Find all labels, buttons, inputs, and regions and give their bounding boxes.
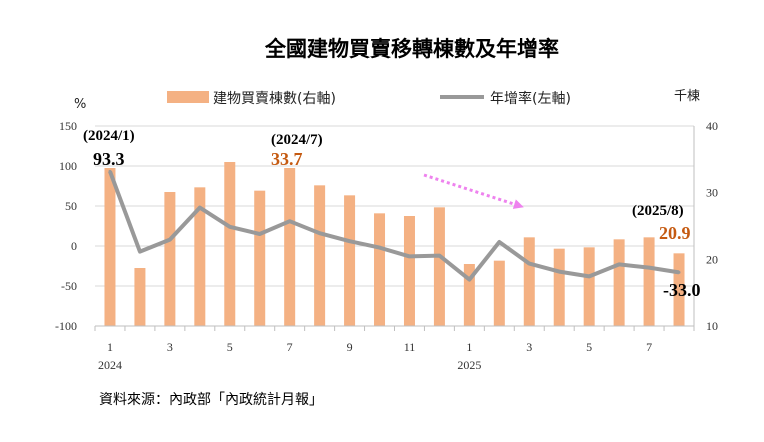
trend-arrow: [423, 173, 524, 209]
right-tick-label: 20: [706, 252, 718, 266]
x-tick-label: 11: [404, 340, 416, 354]
bar: [374, 213, 386, 326]
left-tick-label: 0: [71, 239, 77, 253]
x-tick-label: 1: [107, 340, 113, 354]
bar: [104, 168, 116, 326]
line-point: [378, 246, 382, 250]
line-point: [437, 254, 441, 258]
line-point: [198, 206, 202, 210]
bar: [433, 207, 445, 326]
line-point: [318, 231, 322, 235]
left-axis-unit: %: [74, 97, 86, 112]
bar: [463, 264, 475, 326]
x-tick-label: 5: [586, 340, 592, 354]
line-point: [407, 254, 411, 258]
line-point: [527, 262, 531, 266]
right-tick-label: 10: [706, 319, 718, 333]
bar-series: [104, 162, 685, 326]
bar: [224, 162, 236, 326]
right-tick-label: 30: [706, 186, 718, 200]
annotation-2025-8-value: 20.9: [659, 223, 691, 243]
line-point: [348, 239, 352, 243]
line-point: [557, 270, 561, 274]
left-tick-label: -100: [55, 319, 77, 333]
x-tick-label: 7: [287, 340, 293, 354]
annotation-2024-7-value: 33.7: [271, 149, 303, 169]
annotation-2025-8-growth: -33.0: [663, 280, 701, 300]
bar: [314, 185, 326, 326]
left-axis: 150 100 50 0 -50 -100: [55, 119, 77, 333]
line-point: [228, 225, 232, 229]
legend-line-label: 年增率(左軸): [490, 90, 571, 107]
bar: [553, 248, 565, 326]
line-point: [647, 266, 651, 270]
bar: [134, 268, 146, 326]
line-point: [168, 238, 172, 242]
bar: [583, 247, 595, 326]
x-tick-label: 9: [347, 340, 353, 354]
left-tick-label: 50: [65, 199, 77, 213]
source-note: 資料來源：內政部「內政統計月報」: [99, 392, 323, 408]
right-tick-label: 40: [706, 119, 718, 133]
x-tick-label: 5: [227, 340, 233, 354]
legend: 建物買賣棟數(右軸) 年增率(左軸): [167, 90, 571, 107]
bar: [493, 260, 505, 326]
bar: [403, 216, 415, 326]
line-point: [587, 274, 591, 278]
annotation-2025-8-date: (2025/8): [632, 203, 684, 219]
x-year-label: 2024: [98, 358, 122, 372]
bar: [254, 190, 266, 326]
line-point: [108, 169, 112, 173]
line-point: [617, 262, 621, 266]
legend-bar-label: 建物買賣棟數(右軸): [213, 91, 336, 107]
x-year-label: 2025: [457, 358, 481, 372]
x-tick-label: 3: [526, 340, 532, 354]
growth-rate-line: [108, 170, 680, 282]
left-tick-label: -50: [61, 279, 77, 293]
line-point: [677, 270, 681, 274]
bar: [194, 187, 206, 326]
legend-bar-swatch: [167, 91, 209, 103]
right-axis: 40 30 20 10: [693, 119, 718, 333]
line-series: [108, 169, 681, 282]
line-point: [288, 219, 292, 223]
bar: [523, 237, 535, 326]
line-point: [497, 240, 501, 244]
left-tick-label: 150: [59, 119, 77, 133]
bar: [344, 195, 356, 326]
x-tick-label: 1: [466, 340, 472, 354]
bar: [673, 253, 685, 326]
line-point: [138, 250, 142, 254]
x-tick-label: 7: [646, 340, 652, 354]
bar: [164, 192, 176, 326]
line-point: [467, 278, 471, 282]
right-axis-unit: 千棟: [674, 89, 700, 104]
annotation-2024-7-date: (2024/7): [271, 132, 323, 148]
chart-title: 全國建物買賣移轉棟數及年增率: [264, 37, 559, 61]
bar: [643, 237, 655, 326]
annotation-2024-1-date: (2024/1): [83, 128, 135, 144]
annotations: (2024/1) 93.3 (2024/7) 33.7 (2025/8) 20.…: [83, 128, 701, 300]
bar: [284, 168, 296, 326]
annotation-2024-1-value: 93.3: [93, 149, 125, 169]
bar: [613, 239, 625, 326]
x-tick-label: 3: [167, 340, 173, 354]
line-point: [258, 232, 262, 236]
left-tick-label: 100: [59, 159, 77, 173]
